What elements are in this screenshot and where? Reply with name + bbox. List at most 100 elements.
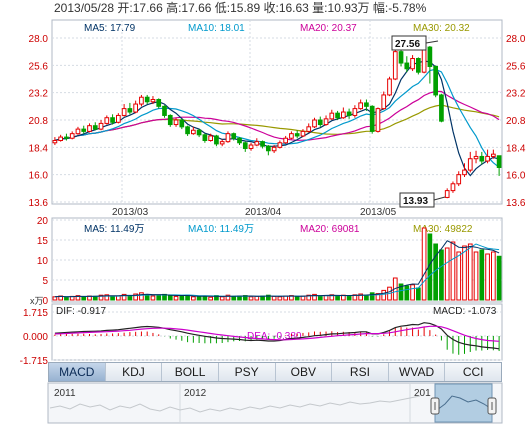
candle: [150, 96, 156, 105]
candle-body: [116, 114, 121, 123]
price-panel-frame: [51, 19, 503, 205]
volume-bar: [364, 294, 369, 301]
candle: [496, 155, 502, 176]
candle-body: [179, 119, 185, 128]
volume-bar: [410, 284, 415, 301]
volume-bar: [294, 295, 300, 301]
candle-body: [364, 102, 369, 107]
volume-bar: [352, 294, 358, 301]
candle: [329, 109, 335, 120]
volume-bar: [346, 295, 352, 301]
candle-body: [427, 46, 433, 67]
candle-body: [202, 134, 208, 142]
candle-body: [387, 78, 392, 96]
candle-body: [381, 94, 387, 110]
price-tick-left: 13.6: [29, 198, 49, 209]
price-tick-left: 28.0: [29, 34, 49, 45]
tab-cci[interactable]: CCI: [445, 363, 501, 381]
candle: [92, 122, 98, 131]
volume-bar: [104, 294, 110, 301]
dif-line: [54, 322, 500, 350]
volume-bar: [450, 241, 456, 301]
candle-body: [225, 133, 231, 143]
volume-bar: [98, 294, 104, 301]
candle: [381, 91, 387, 110]
overview-right-handle[interactable]: [487, 397, 497, 415]
candle: [352, 105, 358, 118]
candle: [87, 123, 92, 133]
candle: [191, 126, 196, 135]
candle-body: [450, 183, 456, 192]
candle: [323, 115, 329, 126]
candle: [335, 110, 340, 120]
tab-wvad[interactable]: WVAD: [388, 363, 446, 381]
candle: [398, 49, 404, 67]
candle-body: [473, 155, 479, 160]
candle: [433, 65, 438, 98]
volume-bar: [306, 294, 312, 301]
candle: [231, 132, 237, 141]
candle: [202, 133, 208, 143]
candle: [317, 116, 323, 127]
candle: [69, 131, 75, 140]
tab-obv[interactable]: OBV: [275, 363, 333, 381]
candle-body: [462, 169, 467, 176]
volume-bar: [248, 296, 254, 301]
candle: [473, 150, 479, 164]
candle-body: [289, 133, 294, 139]
candle-body: [352, 108, 358, 116]
volume-tick: 5: [42, 276, 48, 287]
indicator-tab-bar: MACD KDJ BOLL PSY OBV RSI WVAD CCI: [48, 362, 502, 382]
volume-bar: [127, 295, 133, 301]
candle-body: [58, 136, 64, 141]
candle: [81, 125, 87, 134]
candle-body: [150, 99, 156, 103]
candle: [116, 113, 121, 124]
candle: [364, 99, 369, 111]
price-tick-right: 23.2: [506, 89, 526, 100]
low-annotation-label: 13.93: [403, 196, 428, 207]
volume-bar: [75, 295, 81, 301]
candle-body: [81, 128, 87, 132]
volume-bar: [208, 296, 214, 301]
price-tick-right: 13.6: [506, 198, 526, 209]
candle-body: [266, 145, 271, 152]
candle: [450, 181, 456, 193]
candle: [156, 98, 162, 109]
candle-body: [329, 112, 335, 120]
volume-bar: [381, 289, 387, 301]
volume-unit-label: x万: [30, 296, 44, 306]
candle: [208, 133, 214, 142]
price-tick-left: 23.2: [29, 89, 49, 100]
candle: [254, 138, 260, 147]
overview-selection[interactable]: [434, 383, 493, 423]
volume-tick: 10: [37, 256, 49, 267]
candle: [179, 118, 185, 130]
overview-left-handle[interactable]: [430, 397, 440, 415]
volume-bar: [150, 295, 156, 301]
high-annotation: 27.56: [391, 35, 439, 51]
candle-body: [208, 135, 214, 141]
volume-bar: [473, 251, 479, 301]
volume-bar: [231, 295, 237, 301]
candle: [410, 55, 415, 72]
tab-macd[interactable]: MACD: [49, 363, 106, 381]
tab-kdj[interactable]: KDJ: [105, 363, 163, 381]
candle-body: [323, 118, 329, 126]
volume-bar: [335, 295, 340, 301]
volume-tick: 20: [37, 216, 49, 227]
candle-body: [375, 108, 381, 132]
candle: [392, 47, 398, 81]
tab-boll[interactable]: BOLL: [162, 363, 219, 381]
volume-bar: [52, 296, 58, 301]
candle: [375, 107, 381, 133]
volume-bar: [439, 249, 444, 301]
candle: [167, 114, 173, 127]
vol-ma5-legend: MA5: 11.49万: [84, 224, 144, 235]
ma5-legend: MA5: 17.79: [84, 23, 136, 34]
candle-body: [92, 125, 98, 130]
volume-bar: [358, 293, 363, 301]
tab-psy[interactable]: PSY: [218, 363, 276, 381]
tab-rsi[interactable]: RSI: [332, 363, 389, 381]
overview-panel: [47, 382, 503, 424]
